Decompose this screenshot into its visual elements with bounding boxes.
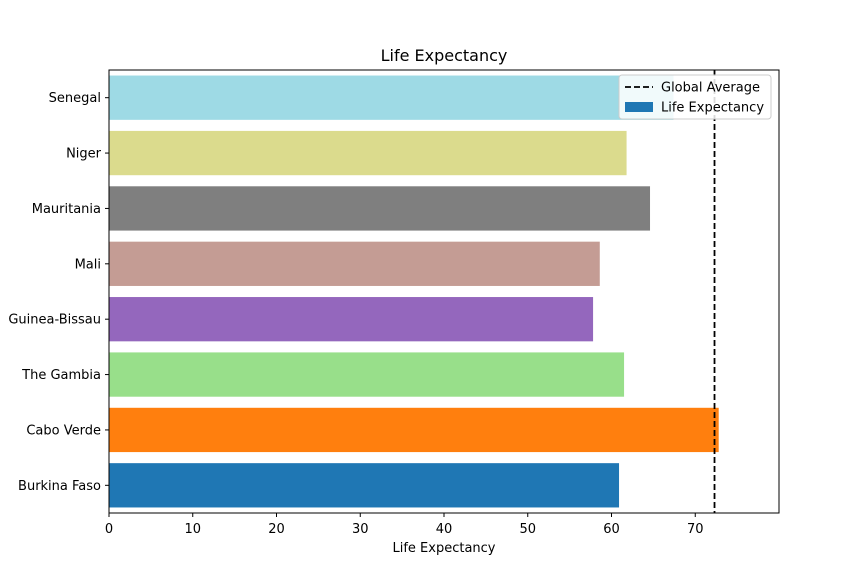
bar: [109, 463, 620, 508]
x-tick-label: 30: [352, 522, 369, 537]
x-tick-label: 0: [105, 522, 113, 537]
legend-swatch-patch: [625, 102, 653, 112]
y-tick-label: Senegal: [49, 91, 101, 106]
bar: [109, 407, 719, 453]
bar: [109, 130, 627, 176]
chart-title: Life Expectancy: [381, 46, 508, 65]
x-tick-label: 10: [184, 522, 201, 537]
x-tick-label: 20: [268, 522, 285, 537]
legend-label: Global Average: [661, 81, 760, 96]
y-tick-label: The Gambia: [21, 368, 101, 383]
bar: [109, 352, 625, 397]
legend-label: Life Expectancy: [661, 101, 764, 116]
y-tick-label: Guinea-Bissau: [8, 313, 101, 328]
y-axis: Burkina Faso Cabo Verde The Gambia Guinea-B…: [8, 91, 109, 494]
x-axis-label: Life Expectancy: [392, 541, 495, 556]
bar: [109, 186, 651, 231]
x-tick-label: 40: [436, 522, 453, 537]
x-tick-label: 50: [519, 522, 536, 537]
bar: [109, 75, 674, 120]
y-tick-label: Mauritania: [32, 202, 101, 217]
y-tick-label: Niger: [66, 147, 102, 162]
bar: [109, 241, 600, 286]
y-tick-label: Burkina Faso: [18, 479, 101, 494]
x-tick-label: 60: [603, 522, 620, 537]
x-axis: 0 10 20 30 40 50 60 70: [105, 513, 704, 537]
y-tick-label: Cabo Verde: [26, 423, 101, 438]
y-tick-label: Mali: [75, 257, 101, 272]
bar: [109, 297, 594, 342]
legend-box: [618, 74, 772, 120]
bars-group: [109, 75, 719, 508]
x-tick-label: 70: [687, 522, 704, 537]
legend: Global Average Life Expectancy: [618, 74, 772, 120]
